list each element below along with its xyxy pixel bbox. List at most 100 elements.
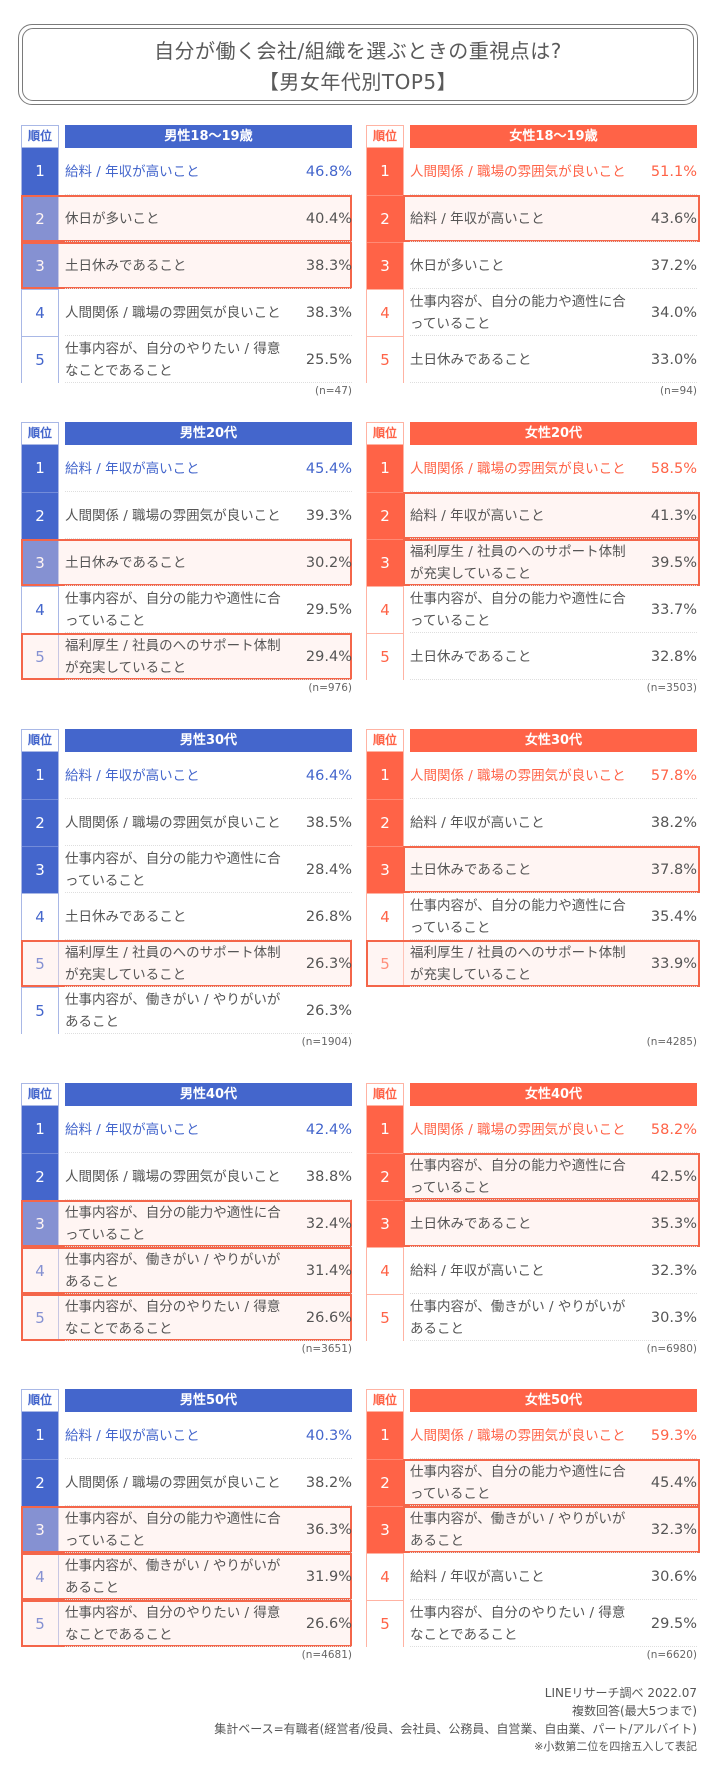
rank-cell: 2	[22, 799, 58, 846]
item-percentage: 35.4%	[650, 908, 697, 925]
sample-size: (n=4285)	[646, 1036, 697, 1048]
table-row: 給料 / 年収が高いこと 32.3%	[410, 1247, 697, 1294]
rank-header: 順位	[366, 422, 404, 445]
table-row: 福利厚生 / 社員のへのサポート体制が充実していること 39.5%	[410, 539, 697, 586]
item-percentage: 58.2%	[650, 1121, 697, 1138]
item-percentage: 45.4%	[305, 460, 352, 477]
item-percentage: 42.5%	[650, 1168, 697, 1185]
item-label: 仕事内容が、自分のやりたい / 得意なことであること	[65, 1298, 281, 1337]
item-percentage: 30.2%	[305, 554, 352, 571]
rank-cell: 5	[367, 1600, 403, 1647]
table-row: 土日休みであること 38.3%	[65, 242, 352, 289]
rank-header: 順位	[21, 422, 59, 445]
item-label: 土日休みであること	[410, 1215, 532, 1232]
rank-cell: 2	[22, 492, 58, 539]
rank-cell: 1	[367, 1412, 403, 1459]
female-panel-4: 順位 女性50代 1 2 3 4 5 人間関係 / 職場の雰囲気が良いこと 59.3% 仕事内容が…	[366, 1389, 700, 1667]
table-row: 人間関係 / 職場の雰囲気が良いこと 39.3%	[65, 492, 352, 539]
item-percentage: 43.6%	[650, 210, 697, 227]
item-label: 給料 / 年収が高いこと	[410, 1568, 545, 1585]
item-label: 人間関係 / 職場の雰囲気が良いこと	[410, 1427, 626, 1444]
item-percentage: 38.3%	[305, 304, 352, 321]
table-row: 人間関係 / 職場の雰囲気が良いこと 38.3%	[65, 289, 352, 336]
item-percentage: 37.2%	[650, 257, 697, 274]
rank-header: 順位	[21, 1083, 59, 1106]
item-percentage: 34.0%	[650, 304, 697, 321]
item-percentage: 38.3%	[305, 257, 352, 274]
group-header: 女性50代	[410, 1389, 697, 1412]
rank-cell: 2	[22, 1459, 58, 1506]
rank-header: 順位	[21, 125, 59, 148]
group-header: 女性40代	[410, 1083, 697, 1106]
sample-size: (n=976)	[308, 682, 352, 694]
item-label: 人間関係 / 職場の雰囲気が良いこと	[65, 1474, 281, 1491]
highlight-box	[21, 1600, 352, 1647]
item-label: 土日休みであること	[410, 351, 532, 368]
rank-header: 順位	[366, 1389, 404, 1412]
rank-cell: 1	[367, 752, 403, 799]
item-label: 給料 / 年収が高いこと	[65, 1121, 200, 1138]
footer-base: 集計ベース=有職者(経営者/役員、会社員、公務員、自営業、自由業、パート/アルバ…	[214, 1722, 697, 1736]
table-row: 人間関係 / 職場の雰囲気が良いこと 38.2%	[65, 1459, 352, 1506]
title-box: 自分が働く会社/組織を選ぶときの重視点は? 【男女年代別TOP5】	[18, 24, 698, 105]
item-label: 土日休みであること	[410, 861, 532, 878]
rank-cell: 5	[22, 1600, 58, 1647]
item-label: 仕事内容が、自分のやりたい / 得意なことであること	[410, 1604, 626, 1643]
sample-size: (n=47)	[314, 385, 352, 397]
table-row: 仕事内容が、働きがい / やりがいがあること 31.9%	[65, 1553, 352, 1600]
item-label: 給料 / 年収が高いこと	[410, 507, 545, 524]
table-row: 人間関係 / 職場の雰囲気が良いこと 51.1%	[410, 148, 697, 195]
rank-header: 順位	[21, 1389, 59, 1412]
rank-cell: 2	[367, 195, 403, 242]
rank-cell: 2	[22, 1153, 58, 1200]
item-label: 仕事内容が、働きがい / やりがいがあること	[410, 1510, 626, 1549]
group-header: 男性50代	[65, 1389, 352, 1412]
item-percentage: 32.4%	[305, 1215, 352, 1232]
item-percentage: 36.3%	[305, 1521, 352, 1538]
rank-cell: 1	[22, 1412, 58, 1459]
item-label: 仕事内容が、自分の能力や適性に合っていること	[65, 590, 281, 629]
rank-cell: 5	[367, 1294, 403, 1341]
sample-size: (n=1904)	[301, 1036, 352, 1048]
item-label: 仕事内容が、自分のやりたい / 得意なことであること	[65, 1604, 281, 1643]
item-label: 休日が多いこと	[410, 257, 505, 274]
rank-cell: 4	[22, 289, 58, 336]
highlight-box	[21, 940, 352, 987]
rank-cell: 3	[367, 1506, 403, 1553]
rank-cell: 3	[367, 242, 403, 289]
item-label: 仕事内容が、働きがい / やりがいがあること	[65, 1251, 281, 1290]
table-row: 仕事内容が、働きがい / やりがいがあること 31.4%	[65, 1247, 352, 1294]
item-label: 仕事内容が、働きがい / やりがいがあること	[65, 991, 281, 1030]
group-header: 男性40代	[65, 1083, 352, 1106]
table-row: 給料 / 年収が高いこと 40.3%	[65, 1412, 352, 1459]
male-panel-3: 順位 男性40代 1 2 3 4 5 給料 / 年収が高いこと 42.4% 人間関係 / 職場の雰…	[21, 1083, 352, 1361]
item-label: 給料 / 年収が高いこと	[65, 460, 200, 477]
item-label: 給料 / 年収が高いこと	[65, 1427, 200, 1444]
rank-cell: 1	[367, 1106, 403, 1153]
rank-cell: 3	[367, 846, 403, 893]
item-label: 仕事内容が、自分の能力や適性に合っていること	[410, 293, 626, 332]
rank-cell: 4	[367, 289, 403, 336]
rank-cell: 3	[22, 242, 58, 289]
item-label: 土日休みであること	[65, 554, 187, 571]
item-label: 給料 / 年収が高いこと	[410, 814, 545, 831]
item-percentage: 32.3%	[650, 1262, 697, 1279]
item-percentage: 40.4%	[305, 210, 352, 227]
item-percentage: 33.7%	[650, 601, 697, 618]
rank-cell: 5	[367, 940, 403, 987]
item-percentage: 35.3%	[650, 1215, 697, 1232]
item-label: 仕事内容が、自分の能力や適性に合っていること	[65, 1204, 281, 1243]
highlight-box	[403, 1153, 700, 1200]
item-label: 土日休みであること	[65, 908, 187, 925]
sample-size: (n=3651)	[301, 1343, 352, 1355]
table-row: 休日が多いこと 37.2%	[410, 242, 697, 289]
item-percentage: 32.8%	[650, 648, 697, 665]
item-percentage: 33.0%	[650, 351, 697, 368]
table-row: 仕事内容が、自分の能力や適性に合っていること 36.3%	[65, 1506, 352, 1553]
table-row: 仕事内容が、働きがい / やりがいがあること 26.3%	[65, 987, 352, 1034]
rank-cell: 1	[22, 148, 58, 195]
rank-cell: 4	[22, 1247, 58, 1294]
